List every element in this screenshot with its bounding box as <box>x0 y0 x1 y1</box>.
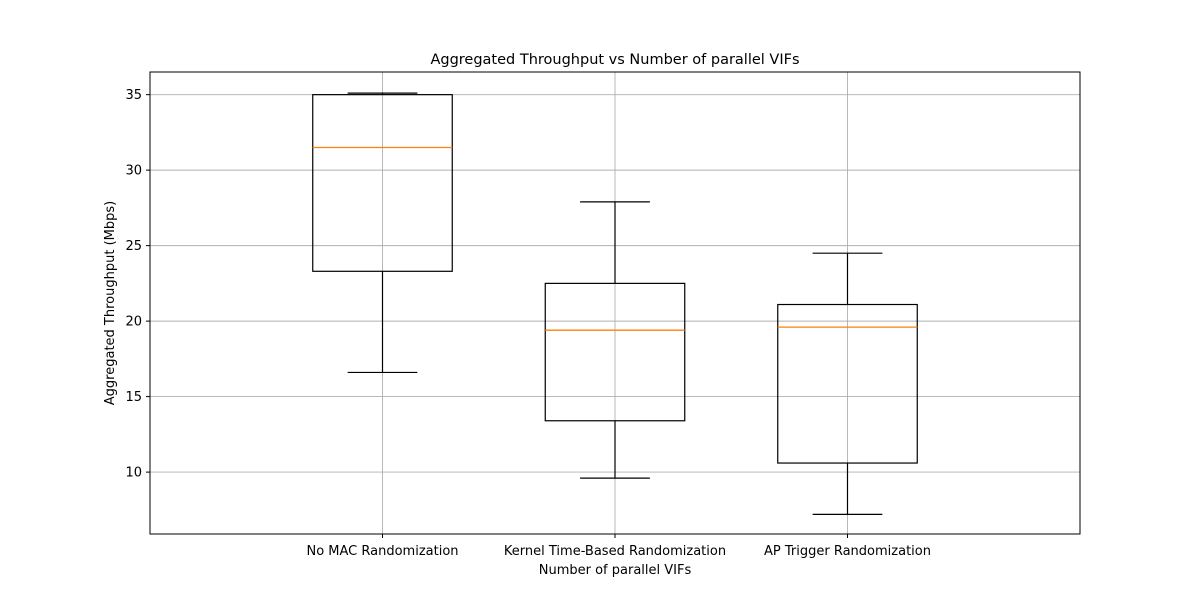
x-axis-ticks: No MAC Randomization Kernel Time-Based Ra… <box>306 534 931 559</box>
box-group <box>312 92 453 374</box>
x-axis-label: Number of parallel VIFs <box>539 563 692 578</box>
y-tick-label: 10 <box>125 466 142 481</box>
chart-title: Aggregated Throughput vs Number of paral… <box>430 52 799 68</box>
box-group <box>777 252 918 515</box>
box-group <box>544 201 686 479</box>
y-tick-label: 20 <box>125 315 142 330</box>
grid-layer <box>150 72 1080 534</box>
x-tick-label: AP Trigger Randomization <box>764 544 931 559</box>
iqr-box <box>777 303 918 464</box>
boxes-layer <box>312 92 918 515</box>
y-tick-label: 15 <box>125 390 142 405</box>
y-axis-ticks: 10 15 20 25 30 35 <box>125 88 150 481</box>
iqr-box <box>312 94 453 272</box>
x-tick-label: No MAC Randomization <box>306 544 458 559</box>
x-tick-label: Kernel Time-Based Randomization <box>504 544 726 559</box>
y-tick-label: 25 <box>125 239 142 254</box>
y-tick-label: 30 <box>125 164 142 179</box>
y-tick-label: 35 <box>125 88 142 103</box>
y-axis-label: Aggregated Throughput (Mbps) <box>103 201 118 405</box>
iqr-box <box>544 282 686 422</box>
